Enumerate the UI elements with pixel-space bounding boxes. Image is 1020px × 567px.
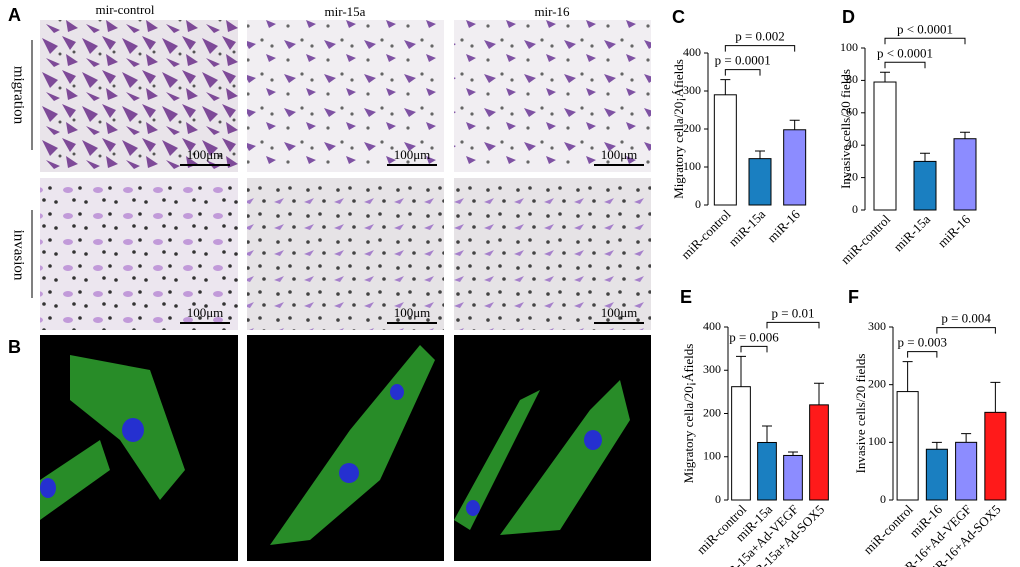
column-title: mir-control (96, 2, 155, 17)
micrograph (40, 178, 238, 330)
bar (913, 160, 937, 211)
error-bar (920, 152, 930, 162)
y-tick-label: 100 (868, 434, 886, 448)
error-bar (720, 79, 731, 95)
p-value: p = 0.006 (729, 329, 779, 344)
y-tick-label: 200 (683, 121, 701, 135)
fluorescence (40, 335, 651, 561)
error-bar (762, 425, 772, 443)
bar (748, 158, 772, 206)
bar (731, 386, 751, 501)
scale-bar-label: 100μm (601, 147, 638, 162)
error-bar (789, 119, 800, 130)
p-value: p = 0.002 (735, 29, 785, 44)
bar (757, 441, 777, 501)
x-tick-label: miR-control (678, 206, 734, 262)
bracket (936, 327, 996, 334)
y-tick-label: 100 (683, 159, 701, 173)
y-tick-label: 200 (868, 376, 886, 390)
y-tick-label: 0 (715, 492, 721, 506)
x-tick-label: miR-control (838, 211, 894, 267)
y-axis-label: Invasive cells/20 fields (838, 69, 853, 189)
row-label: invasion (11, 230, 27, 281)
y-axis-label: Migratory cella/20¡Áfields (681, 344, 696, 484)
x-tick-label: miR-16 (764, 206, 803, 245)
micrograph (247, 178, 444, 330)
bracket (766, 321, 820, 329)
bracket (724, 45, 796, 52)
bar (896, 391, 919, 501)
panel-label: D (842, 7, 855, 27)
error-bar (960, 131, 970, 139)
row-label: migration (11, 66, 27, 125)
micrograph (454, 178, 651, 330)
error-bar (990, 381, 1001, 413)
y-tick-label: 0 (852, 202, 858, 216)
y-tick-label: 100 (840, 40, 858, 54)
y-axis-label: Invasive cells/20 fields (853, 354, 868, 474)
bracket (740, 345, 768, 353)
bar (873, 81, 897, 211)
bar (984, 411, 1007, 501)
error-bar (961, 433, 972, 443)
scale-bar-label: 100μm (187, 147, 224, 162)
y-axis-label: Migratory cella/20¡Áfields (671, 59, 686, 199)
bracket (907, 351, 938, 358)
y-tick-label: 0 (695, 197, 701, 211)
p-value: p < 0.0001 (877, 45, 933, 60)
scale-bar-label: 100μm (394, 305, 431, 320)
bracket (884, 37, 966, 45)
y-tick-label: 300 (703, 362, 721, 376)
bar (713, 94, 737, 206)
p-value: p < 0.0001 (897, 21, 953, 36)
bar (953, 138, 977, 211)
panel-label: F (848, 287, 859, 307)
y-tick-label: 0 (880, 492, 886, 506)
scale-bar-label: 100μm (601, 305, 638, 320)
error-bar (814, 382, 824, 405)
error-bar (931, 441, 942, 450)
scale-bar-label: 100μm (187, 305, 224, 320)
bracket (724, 69, 761, 76)
y-tick-label: 100 (703, 449, 721, 463)
y-tick-label: 40 (846, 137, 858, 151)
bar (955, 441, 978, 501)
micrograph (40, 20, 238, 172)
y-tick-label: 300 (683, 83, 701, 97)
y-tick-label: 400 (703, 319, 721, 333)
micrograph (454, 20, 651, 172)
bracket (884, 61, 926, 69)
p-value: p = 0.0001 (715, 53, 771, 68)
x-tick-label: miR-15a (890, 211, 933, 254)
x-tick-label: miR-15a (725, 206, 768, 249)
micrograph (247, 20, 444, 172)
y-tick-label: 400 (683, 45, 701, 59)
panel-label: A (8, 5, 21, 25)
error-bar (902, 361, 913, 392)
column-title: mir-16 (534, 4, 570, 19)
bar (783, 454, 803, 501)
error-bar (880, 71, 890, 83)
y-tick-label: 60 (846, 105, 858, 119)
p-value: p = 0.004 (941, 311, 991, 326)
panel-label: B (8, 337, 21, 357)
bar (925, 448, 948, 501)
panel-label: E (680, 287, 692, 307)
p-value: p = 0.003 (897, 335, 947, 350)
bar (783, 129, 807, 206)
y-tick-label: 20 (846, 169, 858, 183)
bar (809, 404, 829, 501)
panel-label: C (672, 7, 685, 27)
x-tick-label: miR-16 (935, 211, 974, 250)
p-value: p = 0.01 (771, 305, 814, 320)
error-bar (755, 150, 765, 159)
scale-bar-label: 100μm (394, 147, 431, 162)
error-bar (736, 355, 746, 387)
y-tick-label: 300 (868, 319, 886, 333)
y-tick-label: 200 (703, 405, 721, 419)
error-bar (788, 451, 798, 456)
y-tick-label: 80 (846, 72, 858, 86)
column-title: mir-15a (325, 4, 366, 19)
